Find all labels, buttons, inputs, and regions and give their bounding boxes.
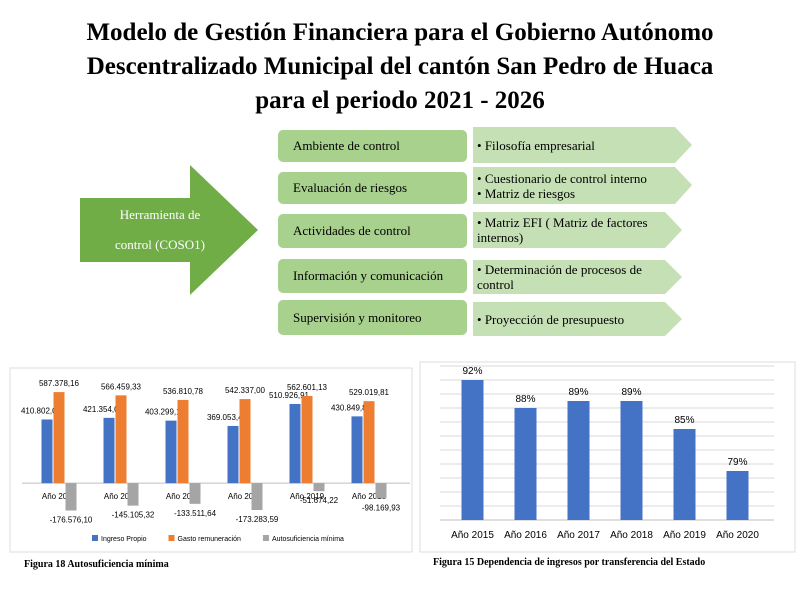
bar <box>289 403 301 484</box>
bar <box>41 419 53 484</box>
x-tick-label: Año 2017 <box>557 530 600 541</box>
title-line: para el periodo 2021 - 2026 <box>255 87 545 114</box>
x-tick-label: Año 2019 <box>290 492 325 501</box>
bar <box>239 399 251 484</box>
x-tick-label: Año 2016 <box>504 530 547 541</box>
component-box: Actividades de control <box>278 214 467 248</box>
value-label: 562.601,13 <box>287 383 328 392</box>
component-box: Evaluación de riesgos <box>278 172 467 204</box>
legend-label: Gasto remuneración <box>178 536 242 543</box>
bar <box>673 429 696 520</box>
bar <box>103 417 115 484</box>
bar <box>514 408 537 520</box>
bar <box>65 483 77 511</box>
bar <box>251 483 263 511</box>
title-line: Modelo de Gestión Financiera para el Gob… <box>86 19 714 46</box>
bar <box>189 483 201 504</box>
item: Proyección de presupuesto <box>477 312 658 327</box>
bar <box>351 416 363 484</box>
caption: Figura 15 Dependencia de ingresos por tr… <box>433 557 706 568</box>
x-tick-label: Año 2015 <box>42 492 77 501</box>
component-box: Información y comunicación <box>278 259 467 293</box>
value-label: 88% <box>515 394 535 405</box>
x-tick-label: Año 2020 <box>352 492 387 501</box>
x-tick-label: Año 2019 <box>663 530 706 541</box>
value-label: 89% <box>568 387 588 398</box>
component-items: Matriz EFI ( Matriz de factores internos… <box>473 212 658 248</box>
value-label: 410.802,06 <box>21 406 62 415</box>
value-label: 566.459,33 <box>101 382 142 391</box>
x-tick-label: Año 2016 <box>104 492 139 501</box>
value-label: -176.576,10 <box>50 516 93 525</box>
value-label: -133.511,64 <box>174 509 217 518</box>
legend-label: Ingreso Propio <box>101 536 147 543</box>
item: Determinación de procesos de control <box>477 262 658 292</box>
value-label: -145.105,32 <box>112 511 155 520</box>
bar <box>227 425 239 484</box>
x-tick-label: Año 2017 <box>166 492 201 501</box>
bar <box>301 395 313 484</box>
bar <box>53 392 65 484</box>
value-label: 510.926,91 <box>269 391 310 400</box>
legend-swatch <box>262 535 269 541</box>
component-items: Filosofía empresarial <box>473 127 658 163</box>
x-tick-label: Año 2018 <box>228 492 263 501</box>
bar <box>165 420 177 484</box>
x-tick-label: Año 2015 <box>451 530 494 541</box>
value-label: 529.019,81 <box>349 388 390 397</box>
value-label: 587.378,16 <box>39 379 80 388</box>
main-label: Herramienta de control (COSO1) <box>115 207 205 252</box>
chart-panel <box>9 367 413 553</box>
value-label: 430.849,88 <box>331 403 372 412</box>
x-tick-label: Año 2020 <box>716 530 759 541</box>
item: Cuestionario de control interno <box>477 171 658 186</box>
bar <box>363 401 375 484</box>
bar <box>461 380 484 520</box>
component-box: Supervisión y monitoreo <box>278 300 467 335</box>
legend-swatch <box>168 535 175 541</box>
value-label: -51.674,22 <box>300 496 339 505</box>
component-items: Cuestionario de control internoMatriz de… <box>473 167 658 204</box>
value-label: 89% <box>621 387 641 398</box>
main-arrow <box>80 165 258 295</box>
value-label: 79% <box>727 457 747 468</box>
value-label: 542.337,00 <box>225 386 266 395</box>
bar <box>726 471 749 520</box>
bar <box>313 483 325 492</box>
value-label: 85% <box>674 415 694 426</box>
bar <box>620 401 643 520</box>
value-label: 92% <box>462 366 482 377</box>
bar <box>567 401 590 520</box>
item: Filosofía empresarial <box>477 138 658 153</box>
value-label: 421.354,01 <box>83 405 124 414</box>
value-label: 403.299,14 <box>145 408 186 417</box>
title-line: Descentralizado Municipal del cantón San… <box>86 53 714 80</box>
legend-label: Autosuficiencia mínima <box>272 536 344 543</box>
bar <box>375 483 387 499</box>
legend-swatch <box>92 535 98 541</box>
item: Matriz EFI ( Matriz de factores internos… <box>477 215 658 245</box>
item: Matriz de riesgos <box>477 186 658 201</box>
x-tick-label: Año 2018 <box>610 530 653 541</box>
caption: Figura 18 Autosuficiencia mínima <box>24 559 169 570</box>
value-label: 536.810,78 <box>163 387 204 396</box>
bar <box>115 395 127 484</box>
bar <box>127 483 139 506</box>
component-box: Ambiente de control <box>278 130 467 162</box>
value-label: 369.053,41 <box>207 413 248 422</box>
component-items: Proyección de presupuesto <box>473 302 658 336</box>
bar <box>177 399 189 484</box>
component-items: Determinación de procesos de control <box>473 260 658 294</box>
value-label: -173.283,59 <box>236 515 279 524</box>
value-label: -98.169,93 <box>362 503 401 512</box>
